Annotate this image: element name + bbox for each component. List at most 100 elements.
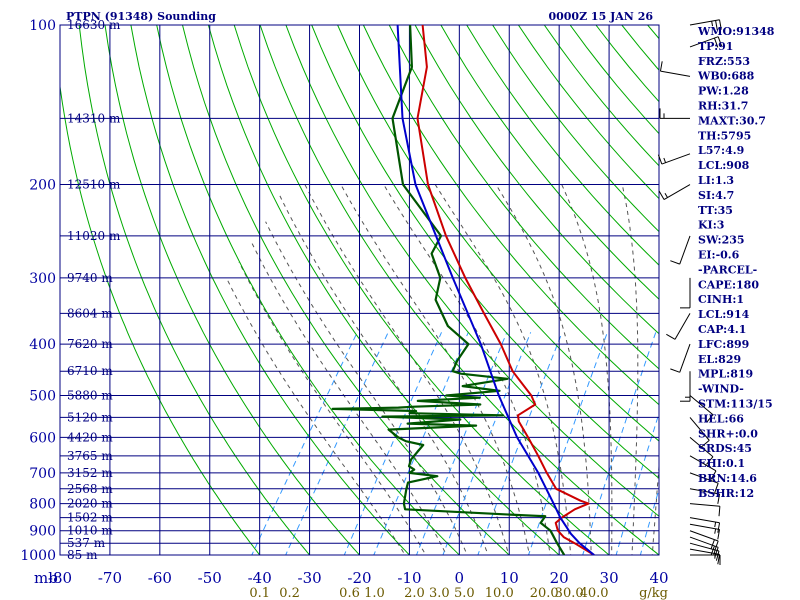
index-line: HEL:66 <box>698 412 744 425</box>
temperature-tick-label: 40 <box>649 569 668 587</box>
wind-barb-feather <box>710 545 715 556</box>
wind-barbs <box>657 19 723 565</box>
dry-adiabat <box>362 25 659 406</box>
wind-barb-staff <box>689 472 719 484</box>
pressure-axis: 100 200 300 400 500 600 700 800 900 1000 <box>20 18 56 564</box>
parcel-profile <box>396 25 595 555</box>
index-line: MPL:819 <box>698 368 753 381</box>
wind-barb-feather <box>717 493 721 504</box>
temperature-tick-label: -70 <box>98 569 122 587</box>
stability-indices-panel: WMO:91348 TP:91 FRZ:553 WB0:688 PW:1.28 RH:31… <box>697 25 775 500</box>
height-label: 9740 m <box>67 271 113 285</box>
mixing-ratio-label: 10.0 <box>485 586 514 600</box>
dewpoint-profile <box>331 25 566 555</box>
wind-barb <box>689 417 710 448</box>
wind-barb-feather <box>717 522 721 533</box>
wind-barb-staff <box>679 343 691 373</box>
index-line: SW:235 <box>698 234 745 247</box>
moist-adiabats <box>225 184 659 555</box>
wind-barb <box>689 395 714 423</box>
dry-adiabat <box>440 25 659 300</box>
mixing-ratio-unit: g/kg <box>639 586 668 600</box>
wind-barb-feather <box>714 540 719 551</box>
pressure-tick-label: 600 <box>29 430 56 446</box>
temperature-profile <box>416 25 595 555</box>
wind-barb-staff <box>689 36 719 48</box>
temperature-tick-label: -30 <box>298 569 322 587</box>
height-label: 7620 m <box>67 337 113 351</box>
y-axis-unit-label: mb <box>34 569 58 587</box>
wind-barb-half-feather <box>663 157 667 163</box>
wind-barb-half-feather <box>664 192 668 198</box>
mixing-ratio-label: 0.2 <box>279 586 300 600</box>
pressure-tick-label: 200 <box>29 178 56 194</box>
wind-barb <box>689 19 722 31</box>
dry-adiabat <box>259 25 659 555</box>
wind-barb-feather <box>706 456 714 465</box>
mixing-ratio-line <box>582 332 657 555</box>
height-label: 3152 m <box>67 466 113 480</box>
height-label: 5880 m <box>67 388 113 402</box>
wind-barb-feather <box>715 20 718 31</box>
wind-barb-staff <box>679 235 691 265</box>
pressure-tick-label: 100 <box>29 18 56 34</box>
temperature-tick-label: -60 <box>148 569 172 587</box>
index-line: CAPE:180 <box>698 278 759 291</box>
pressure-tick-label: 800 <box>29 497 56 513</box>
wind-barb-feather <box>714 482 719 493</box>
wind-barb-feather <box>715 550 720 561</box>
wind-barb-feather <box>701 439 710 448</box>
temperature-tick-label: -80 <box>48 569 72 587</box>
pressure-tick-label: 300 <box>29 271 56 287</box>
height-label: 3765 m <box>67 449 113 463</box>
height-label: 4420 m <box>67 430 113 444</box>
moist-adiabat <box>434 184 572 555</box>
wind-barb-feather <box>657 154 663 165</box>
temperature-tick-label: -50 <box>198 569 222 587</box>
wind-barb <box>689 536 719 557</box>
temperature-tick-label: 0 <box>455 569 465 587</box>
mixing-ratio-line <box>527 332 608 555</box>
wind-barb <box>666 313 691 340</box>
index-line: EI:-0.6 <box>698 249 740 262</box>
dry-adiabat <box>466 25 659 266</box>
moist-adiabat <box>495 184 592 555</box>
mixing-ratio-label: 0.1 <box>249 586 270 600</box>
mixing-ratio-lines <box>251 332 659 555</box>
moist-adiabat <box>340 184 531 555</box>
index-line: STM:113/15 <box>698 398 773 411</box>
dry-adiabat <box>311 25 659 479</box>
index-line: PW:1.28 <box>698 85 749 98</box>
index-line: EHI:0.1 <box>698 457 745 470</box>
height-labels: 16630 m 14310 m 12510 m 11020 m 9740 m 8604 m… <box>67 18 121 562</box>
height-label: 12510 m <box>67 178 121 192</box>
height-label: 14310 m <box>67 111 121 125</box>
index-line: TH:5795 <box>698 129 751 142</box>
index-line: LCL:914 <box>698 308 750 321</box>
height-label: 6710 m <box>67 364 113 378</box>
wind-barb-feather <box>666 333 676 340</box>
wind-barb <box>658 184 691 200</box>
pressure-tick-label: 500 <box>29 388 56 404</box>
mixing-ratio-axis: 0.1 0.2 0.6 1.0 2.0 3.0 5.0 10.0 20.030.040.0 g/k… <box>249 586 668 600</box>
wind-barb-staff <box>689 517 720 524</box>
wind-barb-feather <box>658 190 665 200</box>
dry-adiabat <box>78 25 311 555</box>
wind-barb-half-feather <box>714 522 717 528</box>
pressure-tick-label: 400 <box>29 337 56 353</box>
wind-barb-feather <box>706 414 714 423</box>
index-line: SHR+:0.0 <box>698 427 758 440</box>
wind-barb <box>689 503 721 517</box>
moist-adiabat <box>304 184 510 555</box>
moist-adiabat <box>621 184 639 555</box>
moist-adiabat <box>651 459 659 555</box>
dry-adiabat <box>285 25 659 517</box>
wind-barb-staff <box>689 488 720 495</box>
mixing-ratio-label: 30.0 <box>555 586 584 600</box>
wind-barb <box>689 542 720 561</box>
wind-barb <box>689 530 719 551</box>
mixing-ratio-line <box>442 332 532 555</box>
mixing-ratio-line <box>615 411 659 555</box>
mixing-ratio-label: 0.6 <box>339 586 360 600</box>
